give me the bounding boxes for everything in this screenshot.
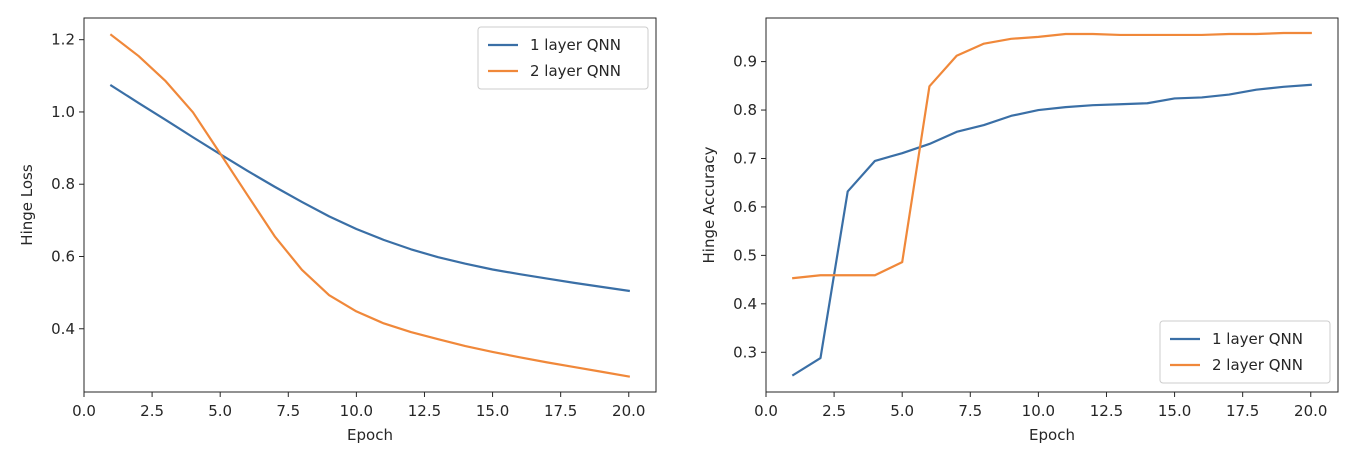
chart1-legend: 1 layer QNN 2 layer QNN [1159, 320, 1331, 384]
chart1-x-tick-label: 12.5 [1090, 402, 1123, 420]
chart1-y-tick-label: 0.9 [733, 53, 757, 71]
chart0-legend-label-1: 1 layer QNN [530, 36, 621, 54]
chart0-y-tick-label: 0.6 [51, 247, 75, 265]
chart0-x-tick-label: 17.5 [544, 402, 577, 420]
chart1-x-tick-label: 17.5 [1226, 402, 1259, 420]
chart1-x-axis-label: Epoch [1029, 426, 1075, 444]
chart1-x-tick-label: 0.0 [754, 402, 778, 420]
chart0-y-axis-label: Hinge Loss [18, 164, 36, 246]
chart1-y-tick-label: 0.6 [733, 198, 757, 216]
chart1-x-tick-label: 2.5 [822, 402, 846, 420]
chart1-y-tick-label: 0.3 [733, 343, 757, 361]
chart0-y-tick-label: 0.8 [51, 175, 75, 193]
chart1-y-tick-label: 0.7 [733, 149, 757, 167]
chart1-y-tick-label: 0.8 [733, 101, 757, 119]
chart1-y-axis-label: Hinge Accuracy [700, 146, 718, 263]
chart0-x-tick-label: 0.0 [72, 402, 96, 420]
chart1-series-line-1 [791, 83, 1312, 377]
chart0-x-tick-label: 10.0 [340, 402, 373, 420]
chart1-x-tick-label: 5.0 [890, 402, 914, 420]
chart0-x-tick-label: 12.5 [408, 402, 441, 420]
accuracy-chart-panel: 0.0 2.5 5.0 7.5 10.0 12.5 15.0 17.5 20.0 0.3 0.4 0.… [700, 17, 1339, 444]
chart1-x-tick-label: 15.0 [1158, 402, 1191, 420]
chart0-y-tick-label: 1.2 [51, 31, 75, 49]
chart1-x-tick-label: 7.5 [958, 402, 982, 420]
chart0-legend-box [477, 26, 649, 90]
chart0-axes-frame [83, 17, 657, 393]
chart0-x-tick-label: 7.5 [276, 402, 300, 420]
chart0-x-tick-label: 15.0 [476, 402, 509, 420]
chart0-x-tick-label: 20.0 [612, 402, 645, 420]
chart1-series-line-2 [792, 31, 1312, 280]
chart0-x-axis-label: Epoch [347, 426, 393, 444]
chart0-x-tick-label: 5.0 [208, 402, 232, 420]
chart0-x-tick-label: 2.5 [140, 402, 164, 420]
chart1-legend-label-2: 2 layer QNN [1212, 356, 1303, 374]
chart0-series-line-1 [109, 84, 631, 293]
chart1-legend-box [1159, 320, 1331, 384]
chart1-y-tick-label: 0.5 [733, 246, 757, 264]
chart1-x-tick-label: 10.0 [1022, 402, 1055, 420]
chart1-y-tick-label: 0.4 [733, 295, 757, 313]
chart1-axes-frame [765, 17, 1339, 393]
loss-chart-panel: 0.0 2.5 5.0 7.5 10.0 12.5 15.0 17.5 20.0 0.4 0.6 0.… [18, 17, 657, 444]
chart1-legend-label-1: 1 layer QNN [1212, 330, 1303, 348]
chart0-legend-label-2: 2 layer QNN [530, 62, 621, 80]
chart0-y-tick-label: 0.4 [51, 320, 75, 338]
chart1-x-tick-label: 20.0 [1294, 402, 1327, 420]
chart0-y-tick-label: 1.0 [51, 103, 75, 121]
chart0-legend: 1 layer QNN 2 layer QNN [477, 26, 649, 90]
chart0-series-line-2 [109, 33, 631, 378]
